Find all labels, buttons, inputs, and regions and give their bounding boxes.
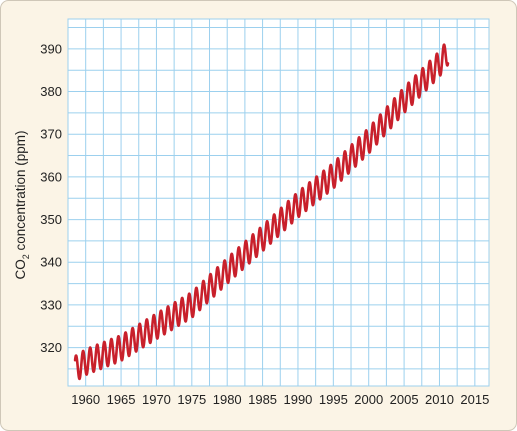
y-axis-label-subscript: 2 bbox=[21, 254, 31, 259]
x-tick-label: 2015 bbox=[460, 392, 489, 407]
y-tick-label: 360 bbox=[40, 169, 62, 184]
x-tick-label: 1970 bbox=[142, 392, 171, 407]
gridlines bbox=[67, 18, 490, 387]
y-tick-label: 370 bbox=[40, 127, 62, 142]
y-tick-label: 330 bbox=[40, 297, 62, 312]
x-tick-label: 2010 bbox=[425, 392, 454, 407]
y-tick-label: 350 bbox=[40, 212, 62, 227]
y-axis-ticks: 320 330 340 350 360 370 380 390 bbox=[40, 41, 62, 355]
y-tick-label: 380 bbox=[40, 84, 62, 99]
x-tick-label: 1960 bbox=[71, 392, 100, 407]
y-tick-label: 390 bbox=[40, 41, 62, 56]
y-axis-label-prefix: CO bbox=[13, 259, 28, 279]
x-tick-label: 1990 bbox=[283, 392, 312, 407]
x-tick-label: 1975 bbox=[177, 392, 206, 407]
x-tick-label: 1985 bbox=[248, 392, 277, 407]
y-tick-label: 320 bbox=[40, 340, 62, 355]
x-tick-label: 1965 bbox=[107, 392, 136, 407]
series-line-0 bbox=[73, 43, 450, 381]
x-tick-label: 1980 bbox=[213, 392, 242, 407]
y-tick-label: 340 bbox=[40, 255, 62, 270]
x-axis-ticks: 1960 1965 1970 1975 1980 1985 1990 1995 2000 2005… bbox=[71, 392, 489, 407]
y-axis-label-suffix: concentration (ppm) bbox=[13, 130, 28, 254]
y-axis-label: CO2 concentration (ppm) bbox=[13, 130, 31, 279]
series-group bbox=[73, 43, 450, 381]
plot-frame bbox=[67, 18, 490, 387]
x-tick-label: 2005 bbox=[390, 392, 419, 407]
x-tick-label: 2000 bbox=[354, 392, 383, 407]
x-tick-label: 1995 bbox=[319, 392, 348, 407]
